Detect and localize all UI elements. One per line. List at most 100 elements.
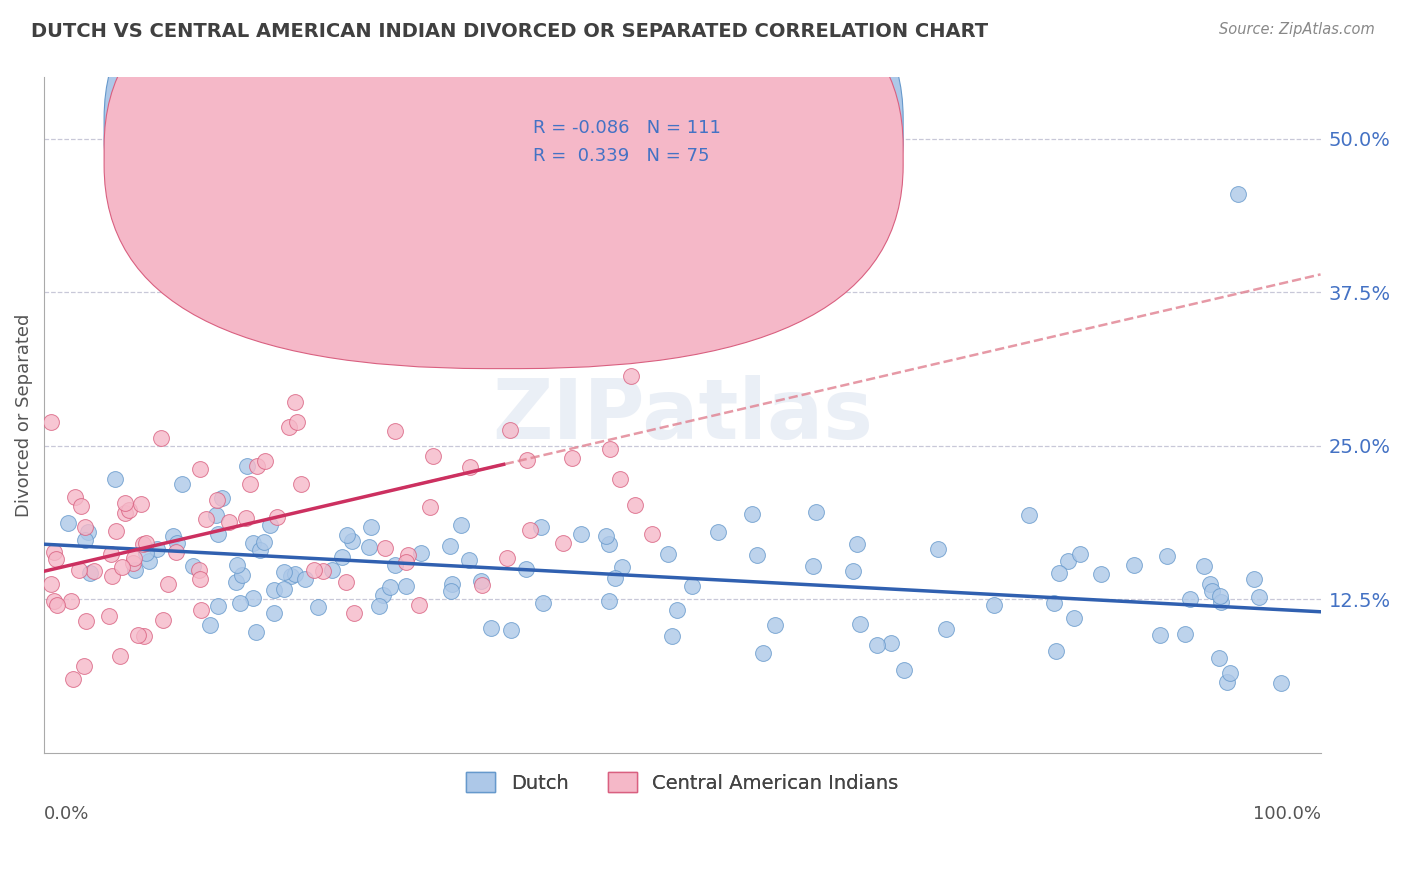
Point: [188, 563, 211, 577]
Point: [661, 629, 683, 643]
Text: 0.0%: 0.0%: [44, 805, 90, 822]
Point: [450, 517, 472, 532]
Point: [146, 542, 169, 557]
Point: [747, 548, 769, 562]
Point: [335, 575, 357, 590]
Point: [641, 527, 664, 541]
Point: [111, 559, 134, 574]
Point: [1201, 583, 1223, 598]
Point: [245, 625, 267, 640]
Point: [100, 547, 122, 561]
Point: [409, 546, 432, 560]
Point: [41, 576, 63, 591]
Point: [284, 567, 307, 582]
Point: [340, 534, 363, 549]
Point: [1043, 596, 1066, 610]
Point: [1156, 549, 1178, 563]
Point: [741, 508, 763, 522]
Point: [516, 453, 538, 467]
Point: [845, 537, 868, 551]
Point: [935, 622, 957, 636]
Point: [893, 664, 915, 678]
Point: [1090, 566, 1112, 581]
Text: 100.0%: 100.0%: [1253, 805, 1320, 822]
Point: [849, 616, 872, 631]
Point: [229, 597, 252, 611]
Point: [499, 423, 522, 437]
Point: [149, 431, 172, 445]
Point: [302, 563, 325, 577]
FancyBboxPatch shape: [104, 0, 903, 341]
Point: [127, 628, 149, 642]
Point: [231, 568, 253, 582]
Text: DUTCH VS CENTRAL AMERICAN INDIAN DIVORCED OR SEPARATED CORRELATION CHART: DUTCH VS CENTRAL AMERICAN INDIAN DIVORCE…: [31, 22, 988, 41]
Point: [67, 563, 90, 577]
Point: [70, 499, 93, 513]
Point: [75, 614, 97, 628]
Point: [254, 453, 277, 467]
Point: [481, 621, 503, 635]
Point: [188, 572, 211, 586]
Point: [181, 559, 204, 574]
Point: [519, 523, 541, 537]
Point: [1192, 558, 1215, 573]
Point: [135, 535, 157, 549]
Point: [595, 529, 617, 543]
Point: [60, 594, 83, 608]
Point: [842, 564, 865, 578]
Point: [73, 520, 96, 534]
Point: [367, 599, 389, 613]
Point: [118, 502, 141, 516]
Point: [374, 541, 396, 555]
Point: [42, 545, 65, 559]
Point: [170, 477, 193, 491]
Point: [422, 449, 444, 463]
Point: [190, 603, 212, 617]
Point: [45, 552, 67, 566]
Point: [598, 537, 620, 551]
Point: [204, 508, 226, 523]
Point: [880, 636, 903, 650]
Point: [45, 599, 67, 613]
Point: [384, 425, 406, 439]
Point: [263, 606, 285, 620]
Point: [439, 539, 461, 553]
Point: [396, 548, 419, 562]
Point: [342, 606, 364, 620]
Point: [496, 550, 519, 565]
Text: Source: ZipAtlas.com: Source: ZipAtlas.com: [1219, 22, 1375, 37]
Point: [1208, 589, 1230, 603]
Point: [380, 580, 402, 594]
Point: [1047, 566, 1070, 580]
Point: [1270, 675, 1292, 690]
Point: [763, 618, 786, 632]
Point: [239, 476, 262, 491]
Point: [79, 566, 101, 581]
Point: [620, 369, 643, 384]
Point: [1018, 508, 1040, 523]
Point: [165, 545, 187, 559]
Point: [273, 582, 295, 597]
Point: [612, 560, 634, 574]
Point: [1247, 590, 1270, 604]
Point: [603, 571, 626, 585]
Point: [598, 594, 620, 608]
Point: [124, 563, 146, 577]
Point: [259, 518, 281, 533]
Point: [1208, 651, 1230, 665]
Point: [97, 608, 120, 623]
Point: [104, 472, 127, 486]
Text: R =  0.339   N = 75: R = 0.339 N = 75: [533, 147, 710, 165]
Point: [804, 505, 827, 519]
Point: [440, 584, 463, 599]
Point: [384, 558, 406, 572]
Point: [530, 520, 553, 534]
FancyBboxPatch shape: [458, 104, 785, 182]
Point: [266, 510, 288, 524]
Point: [551, 536, 574, 550]
Point: [207, 527, 229, 541]
Point: [371, 588, 394, 602]
Point: [249, 543, 271, 558]
Point: [707, 525, 730, 540]
Point: [458, 552, 481, 566]
